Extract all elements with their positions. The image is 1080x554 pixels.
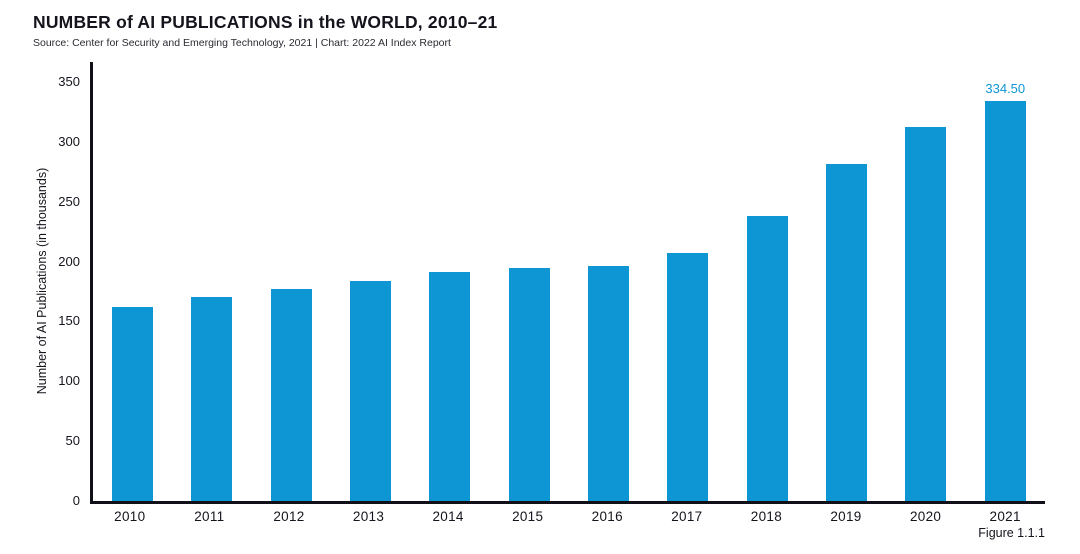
y-tick-label: 100 (58, 373, 80, 389)
y-tick-label: 300 (58, 133, 80, 149)
bar-cell-2021: 334.50 (966, 62, 1045, 501)
bar-cell-2019 (807, 62, 886, 501)
bar-cell-2011 (172, 62, 251, 501)
bar-2019 (826, 163, 868, 501)
bar-cell-2013 (331, 62, 410, 501)
x-tick-label-2020: 2020 (909, 509, 942, 524)
bar-2012 (270, 289, 312, 501)
bar-cell-2020 (886, 62, 965, 501)
x-tick-label-2012: 2012 (273, 509, 305, 524)
y-tick-label: 250 (58, 193, 80, 209)
bar-value-annotation: 334.50 (985, 80, 1026, 96)
x-tick-label-2010: 2010 (114, 509, 146, 524)
bar-2021 (984, 100, 1026, 501)
bar-2013 (350, 280, 392, 501)
y-tick-label: 50 (65, 433, 80, 449)
chart-title: NUMBER of AI PUBLICATIONS in the WORLD, … (33, 12, 498, 32)
x-tick-label-2013: 2013 (352, 509, 385, 524)
x-tick-label-2019: 2019 (830, 509, 862, 524)
y-tick-label: 0 (72, 493, 80, 508)
x-tick-label-2018: 2018 (750, 509, 783, 524)
bar-cell-2015 (490, 62, 569, 501)
y-tick-label: 150 (58, 313, 80, 329)
x-tick-label-2017: 2017 (671, 509, 703, 524)
chart-source-line: Source: Center for Security and Emerging… (33, 37, 451, 49)
bar-2018 (746, 215, 788, 501)
y-tick-label: 200 (58, 253, 80, 269)
x-tick-label-2021: 2021 (989, 509, 1021, 524)
figure-caption: Figure 1.1.1 (978, 526, 1045, 540)
x-tick-label-2011: 2011 (194, 509, 225, 524)
bars-container: 334.50 (93, 62, 1045, 501)
bar-cell-2017 (648, 62, 727, 501)
bar-2017 (667, 252, 709, 501)
bar-cell-2010 (93, 62, 172, 501)
bar-2015 (508, 267, 550, 501)
y-tick-label: 350 (58, 74, 80, 89)
bar-2020 (905, 127, 947, 501)
bar-2011 (191, 297, 233, 501)
bar-cell-2016 (569, 62, 648, 501)
bar-cell-2012 (252, 62, 331, 501)
plot-area: 334.50 (90, 62, 1045, 504)
x-axis-labels: 2010 2011 2012 2013 2014 2015 2016 2017 2018 2019… (90, 509, 1045, 524)
x-tick-label-2016: 2016 (591, 509, 623, 524)
bar-2016 (588, 266, 630, 501)
x-tick-label-2014: 2014 (432, 509, 464, 524)
x-tick-label-2015: 2015 (512, 509, 544, 524)
bar-2014 (429, 271, 471, 501)
bar-cell-2014 (410, 62, 489, 501)
bar-cell-2018 (728, 62, 807, 501)
bar-2010 (112, 306, 154, 501)
